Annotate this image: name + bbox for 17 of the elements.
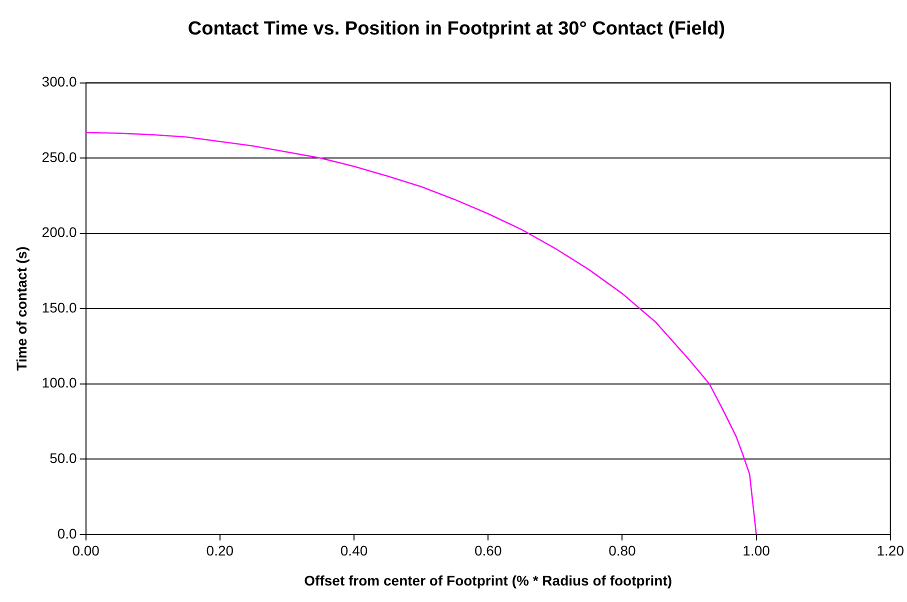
x-tick-label: 0.20 <box>206 542 234 559</box>
y-tick-label: 0.0 <box>57 525 78 542</box>
y-tick-label: 50.0 <box>50 450 78 466</box>
x-tick-label: 0.80 <box>608 542 636 559</box>
y-tick-label: 150.0 <box>42 299 78 316</box>
x-tick-label: 0.00 <box>72 542 100 559</box>
y-tick-label: 200.0 <box>42 224 78 240</box>
x-tick-label: 1.00 <box>742 542 770 559</box>
y-tick-label: 100.0 <box>42 374 78 391</box>
x-tick-label: 0.60 <box>474 542 502 559</box>
x-tick-label: 1.20 <box>876 542 904 559</box>
chart-title: Contact Time vs. Position in Footprint at 30° Contact (Field) <box>188 18 726 40</box>
x-axis-title: Offset from center of Footprint (% * Radius of footprint) <box>304 572 672 588</box>
y-tick-label: 300.0 <box>42 74 78 90</box>
x-tick-label: 0.40 <box>340 542 368 559</box>
y-tick-label: 250.0 <box>42 148 78 165</box>
y-axis-title: Time of contact (s) <box>13 246 30 371</box>
